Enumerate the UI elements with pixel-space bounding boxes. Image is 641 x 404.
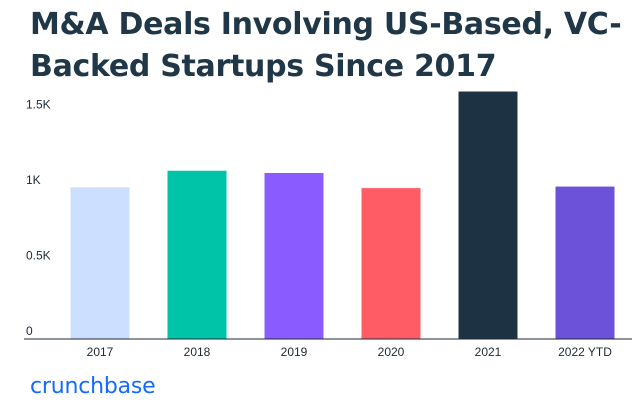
bars xyxy=(70,91,615,339)
bar-2020 xyxy=(361,188,421,339)
x-axis-ticks: 2017 2018 2019 2020 2021 2022 YTD xyxy=(87,345,613,359)
x-tick-label: 2019 xyxy=(281,345,308,359)
chart-title: M&A Deals Involving US-Based, VC-Backed … xyxy=(30,7,622,84)
crunchbase-logo: crunchbase xyxy=(30,374,156,399)
x-tick-label: 2020 xyxy=(378,345,405,359)
bar-2019 xyxy=(264,173,324,339)
y-tick-label: 1.5K xyxy=(26,98,51,112)
x-tick-label: 2017 xyxy=(87,345,114,359)
bar-2021 xyxy=(458,91,518,339)
x-tick-label: 2022 YTD xyxy=(558,345,612,359)
x-tick-label: 2018 xyxy=(184,345,211,359)
y-tick-label: 0.5K xyxy=(26,249,51,263)
bar-2017 xyxy=(70,187,130,339)
x-tick-label: 2021 xyxy=(475,345,502,359)
y-tick-label: 1K xyxy=(26,173,41,187)
y-tick-label: 0 xyxy=(26,324,33,338)
y-axis-ticks: 0 0.5K 1K 1.5K xyxy=(26,98,51,338)
bar-2022-ytd xyxy=(555,186,615,339)
bar-2018 xyxy=(167,170,227,339)
